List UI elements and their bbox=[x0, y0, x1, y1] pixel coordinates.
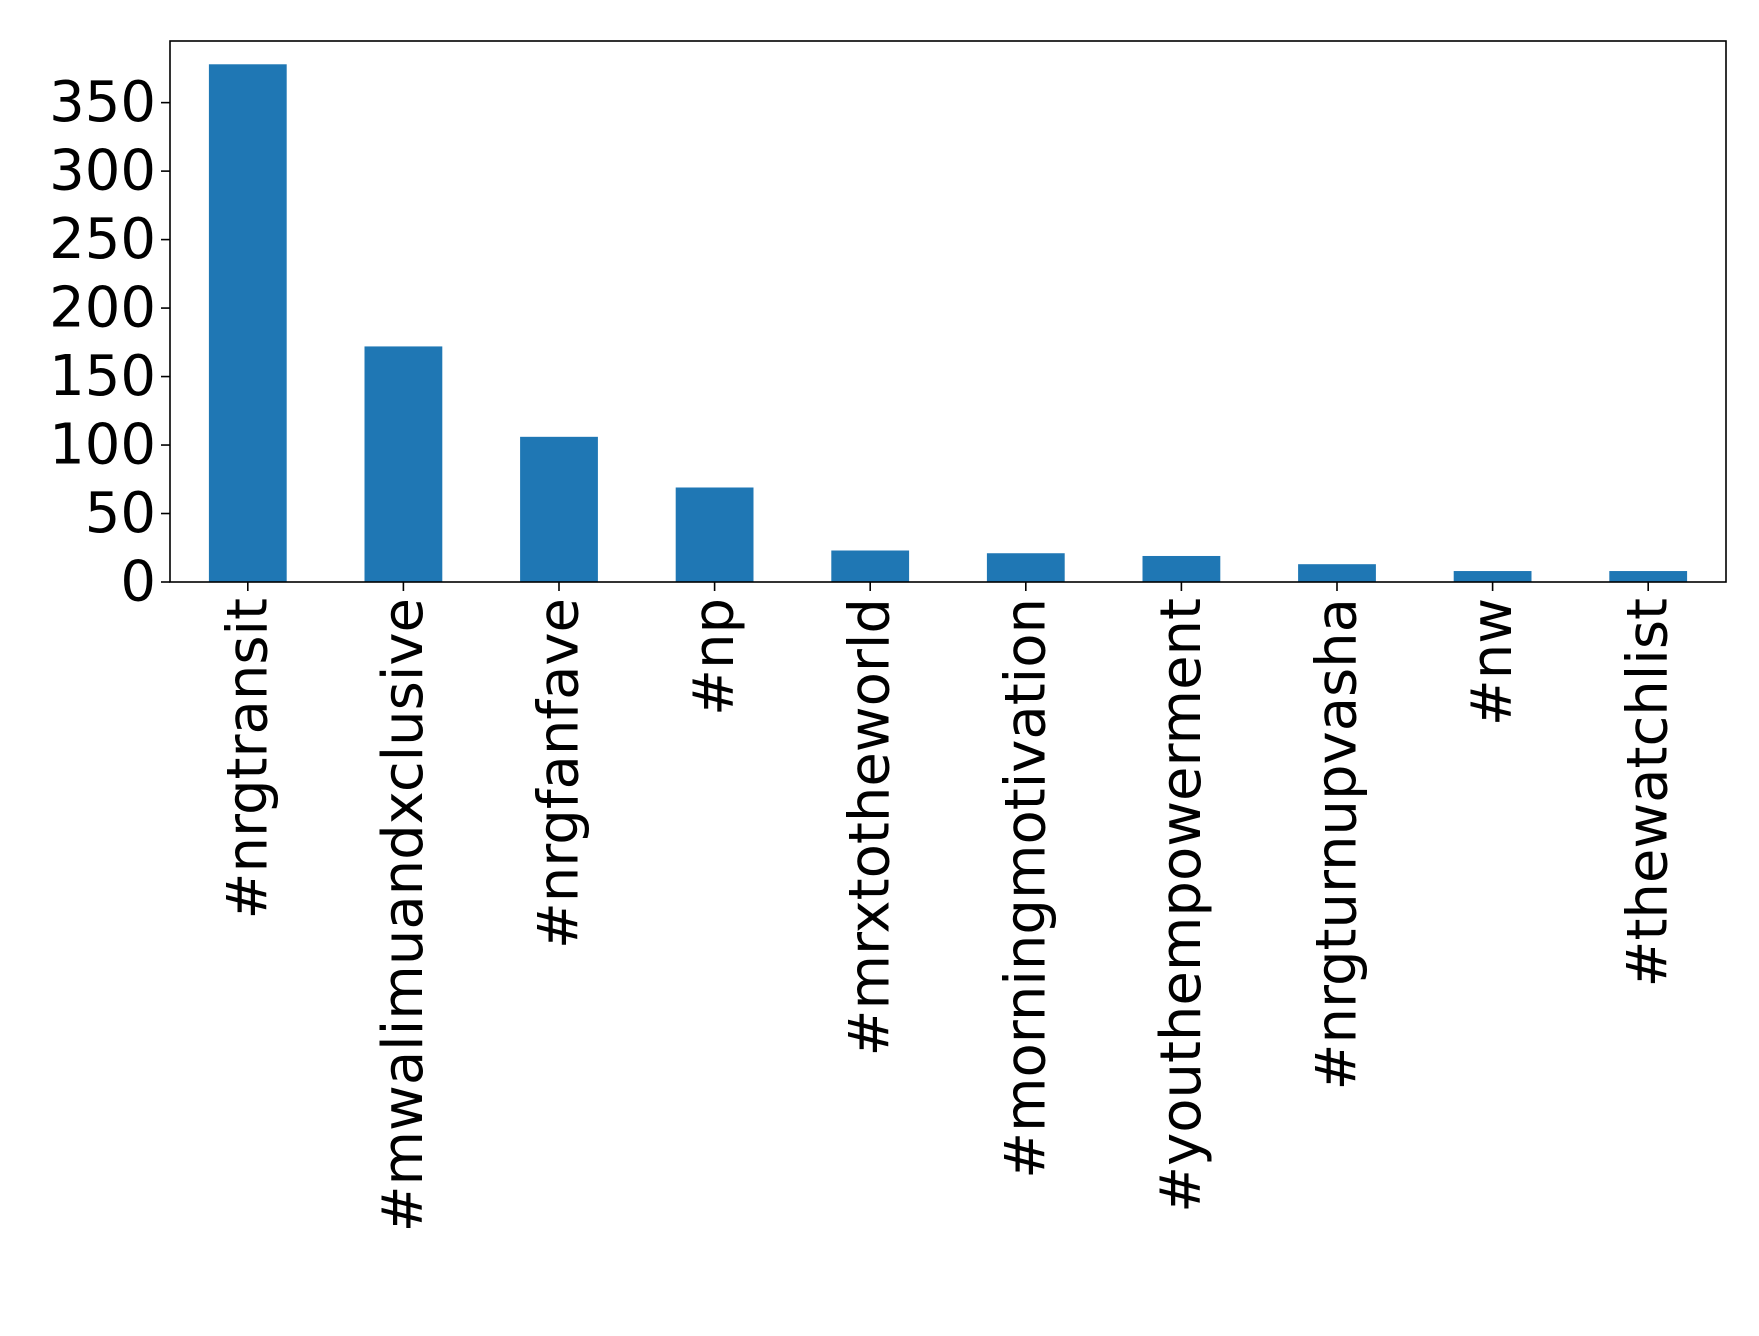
y-tick-label: 0 bbox=[120, 550, 156, 615]
y-tick-label: 200 bbox=[49, 276, 156, 341]
bar-nrgturnupvasha bbox=[1298, 564, 1376, 582]
y-tick-label: 300 bbox=[49, 139, 156, 204]
x-axis-ticks: #nrgtransit #mwalimuandxclusive #nrgfanfav… bbox=[215, 582, 1681, 1232]
bar-thewatchlist bbox=[1609, 571, 1688, 582]
x-tick-label-nrgtransit: #nrgtransit bbox=[215, 598, 280, 919]
x-tick-label-np: #np bbox=[682, 598, 747, 716]
bar-nrgtransit bbox=[208, 64, 287, 582]
plot-frame bbox=[169, 40, 1727, 583]
x-tick-label-nrgfanfave: #nrgfanfave bbox=[527, 598, 592, 949]
bar-nw bbox=[1453, 571, 1532, 582]
x-tick-label-nrgturnupvasha: #nrgturnupvasha bbox=[1305, 598, 1370, 1090]
bar-mwalimuandxclusive bbox=[364, 346, 443, 582]
y-tick-label: 50 bbox=[85, 481, 156, 546]
bars-group bbox=[208, 64, 1688, 582]
bar-nrgfanfave bbox=[520, 436, 598, 582]
x-tick-label-thewatchlist: #thewatchlist bbox=[1616, 598, 1681, 987]
bar-np bbox=[675, 487, 754, 582]
x-tick-label-morningmotivation: #morningmotivation bbox=[993, 598, 1058, 1179]
y-tick-label: 100 bbox=[49, 413, 156, 478]
y-tick-label: 250 bbox=[49, 207, 156, 272]
y-tick-label: 150 bbox=[49, 344, 156, 409]
x-tick-label-youthempowerment: #youthempowerment bbox=[1149, 598, 1214, 1213]
bar-mrxtotheworld bbox=[831, 550, 910, 582]
bar-youthempowerment bbox=[1142, 555, 1221, 582]
x-tick-label-mrxtotheworld: #mrxtotheworld bbox=[838, 598, 903, 1056]
x-tick-label-mwalimuandxclusive: #mwalimuandxclusive bbox=[371, 598, 436, 1232]
x-tick-label-nw: #nw bbox=[1460, 598, 1525, 726]
bar-morningmotivation bbox=[986, 553, 1065, 582]
y-tick-label: 350 bbox=[49, 70, 156, 135]
